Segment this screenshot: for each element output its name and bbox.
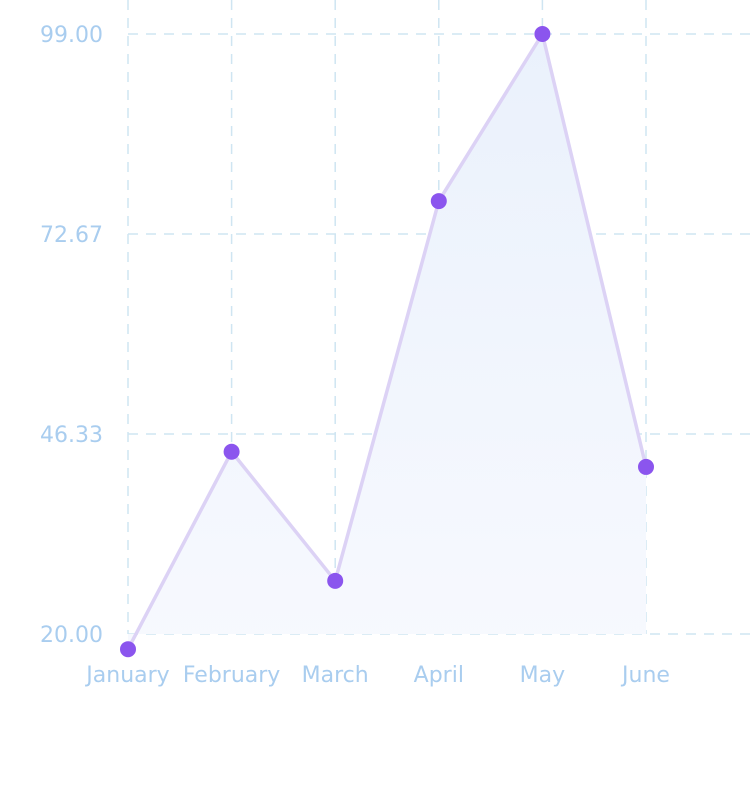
y-tick-label: 46.33 [40,423,103,448]
x-axis-labels: January February March April May June [84,663,670,688]
data-point-february [223,443,240,460]
y-tick-label: 72.67 [40,223,103,248]
data-points [120,26,654,658]
x-tick-label-june: June [620,663,670,688]
data-point-may [534,26,551,42]
x-tick-label-march: March [302,663,369,688]
x-tick-label-may: May [520,663,565,688]
x-tick-label-april: April [414,663,464,688]
area-fill [128,34,646,650]
y-tick-label: 20.00 [40,623,103,648]
data-point-january [120,641,136,658]
x-tick-label-february: February [183,663,281,688]
series-line-path [126,32,648,651]
area-fill-path [128,34,646,650]
series-line [126,32,648,651]
y-axis-labels: 99.00 72.67 46.33 20.00 [40,23,103,648]
x-tick-label-january: January [84,663,169,688]
y-tick-label: 99.00 [40,23,103,48]
data-point-march [327,572,344,589]
data-point-june [638,458,654,475]
data-point-april [430,193,447,210]
